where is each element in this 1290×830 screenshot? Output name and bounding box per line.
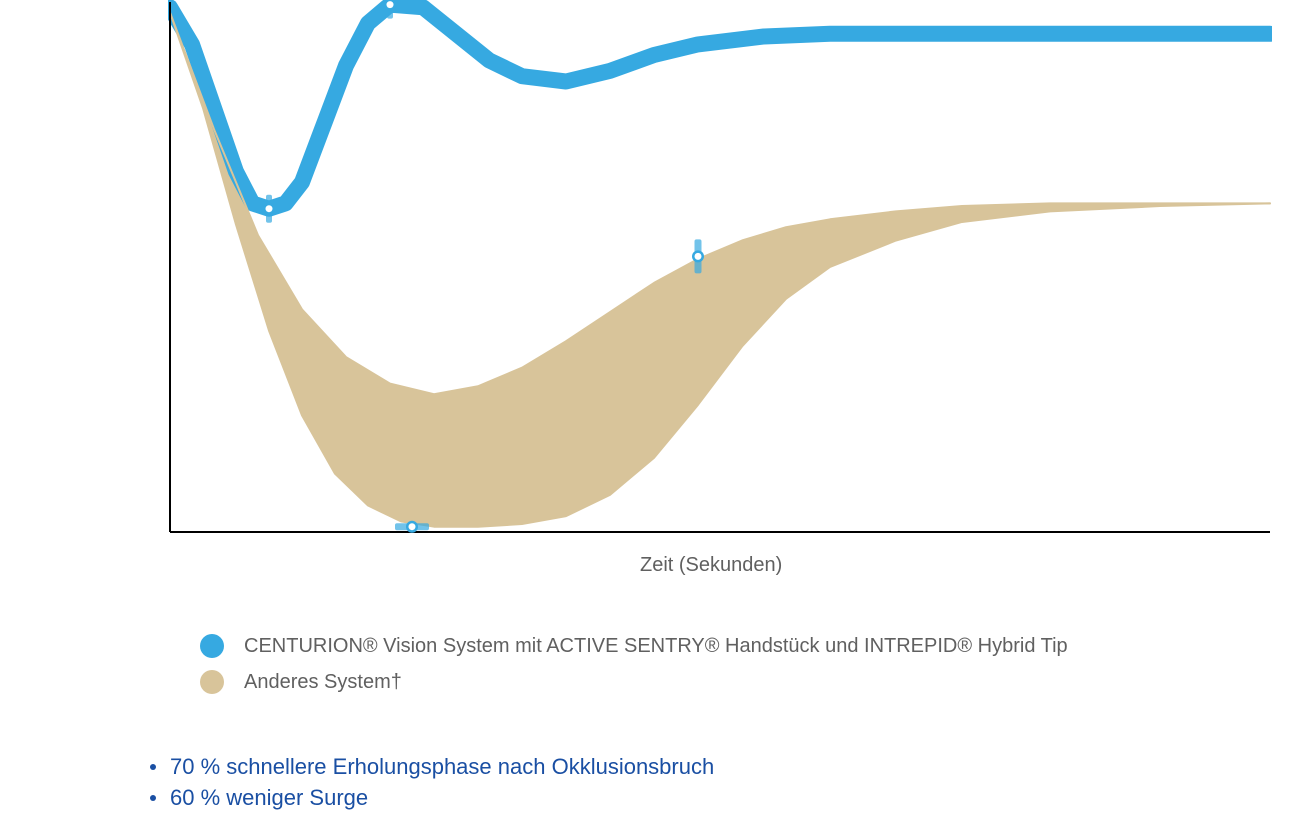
bullet-item-0: 70 % schnellere Erholungsphase nach Okkl… — [150, 752, 714, 783]
bullet-item-1: 60 % weniger Surge — [150, 783, 714, 814]
bullet-text: 60 % weniger Surge — [170, 783, 368, 814]
bullet-icon — [150, 764, 156, 770]
bullet-text: 70 % schnellere Erholungsphase nach Okkl… — [170, 752, 714, 783]
legend-item-1: Anderes System† — [200, 666, 1068, 698]
x-axis-label: Zeit (Sekunden) — [640, 554, 782, 577]
legend-label: CENTURION® Vision System mit ACTIVE SENT… — [244, 635, 1068, 658]
bullet-icon — [150, 795, 156, 801]
legend-swatch-icon — [200, 634, 224, 658]
surge-recovery-chart — [168, 0, 1272, 534]
legend-item-0: CENTURION® Vision System mit ACTIVE SENT… — [200, 630, 1068, 662]
legend-swatch-icon — [200, 670, 224, 694]
series-centurion — [170, 5, 1270, 209]
key-findings-list: 70 % schnellere Erholungsphase nach Okkl… — [150, 752, 714, 814]
legend-label: Anderes System† — [244, 671, 402, 694]
marker-0 — [263, 195, 275, 223]
figure-root: Zeit (Sekunden) CENTURION® Vision System… — [0, 0, 1290, 830]
chart-legend: CENTURION® Vision System mit ACTIVE SENT… — [200, 630, 1068, 702]
